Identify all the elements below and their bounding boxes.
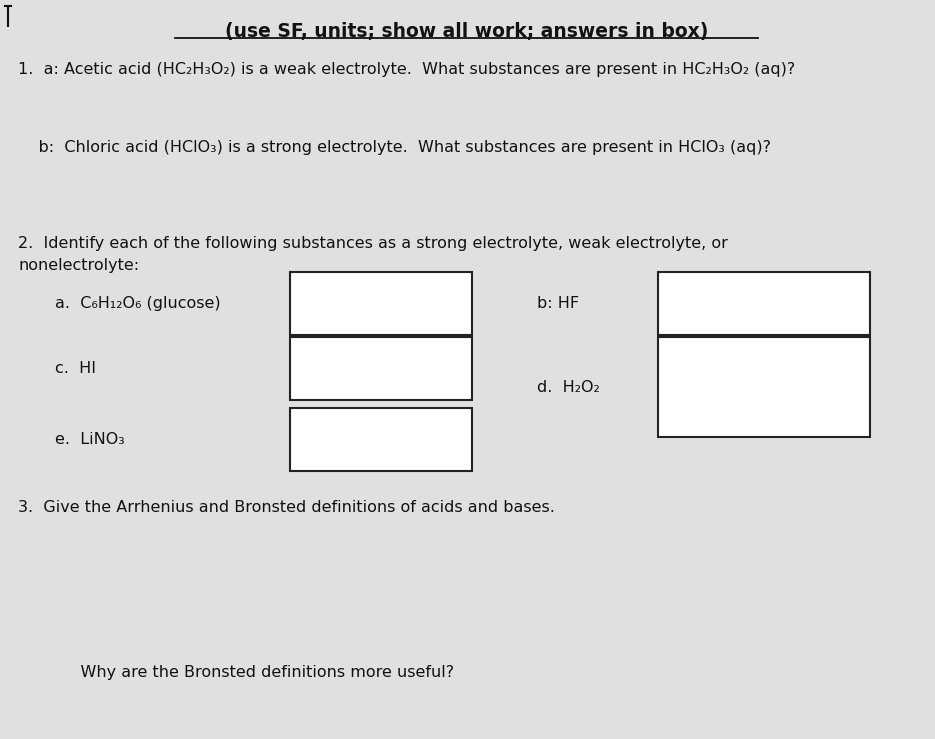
Text: nonelectrolyte:: nonelectrolyte: [18, 258, 139, 273]
Text: (use SF, units; show all work; answers in box): (use SF, units; show all work; answers i… [225, 22, 709, 41]
Text: b:  Chloric acid (HClO₃) is a strong electrolyte.  What substances are present i: b: Chloric acid (HClO₃) is a strong elec… [18, 140, 771, 155]
Bar [658, 337, 870, 437]
Text: d.  H₂O₂: d. H₂O₂ [537, 380, 599, 395]
Bar [290, 272, 472, 335]
Text: Why are the Bronsted definitions more useful?: Why are the Bronsted definitions more us… [60, 665, 454, 680]
Bar [290, 408, 472, 471]
Text: 2.  Identify each of the following substances as a strong electrolyte, weak elec: 2. Identify each of the following substa… [18, 236, 727, 251]
Text: c.  HI: c. HI [55, 361, 96, 376]
Bar [658, 272, 870, 335]
Text: b: HF: b: HF [537, 296, 579, 311]
Bar [290, 337, 472, 400]
Text: e.  LiNO₃: e. LiNO₃ [55, 432, 124, 447]
Text: 3.  Give the Arrhenius and Bronsted definitions of acids and bases.: 3. Give the Arrhenius and Bronsted defin… [18, 500, 554, 515]
Text: 1.  a: Acetic acid (HC₂H₃O₂) is a weak electrolyte.  What substances are present: 1. a: Acetic acid (HC₂H₃O₂) is a weak el… [18, 62, 796, 77]
Text: a.  C₆H₁₂O₆ (glucose): a. C₆H₁₂O₆ (glucose) [55, 296, 221, 311]
